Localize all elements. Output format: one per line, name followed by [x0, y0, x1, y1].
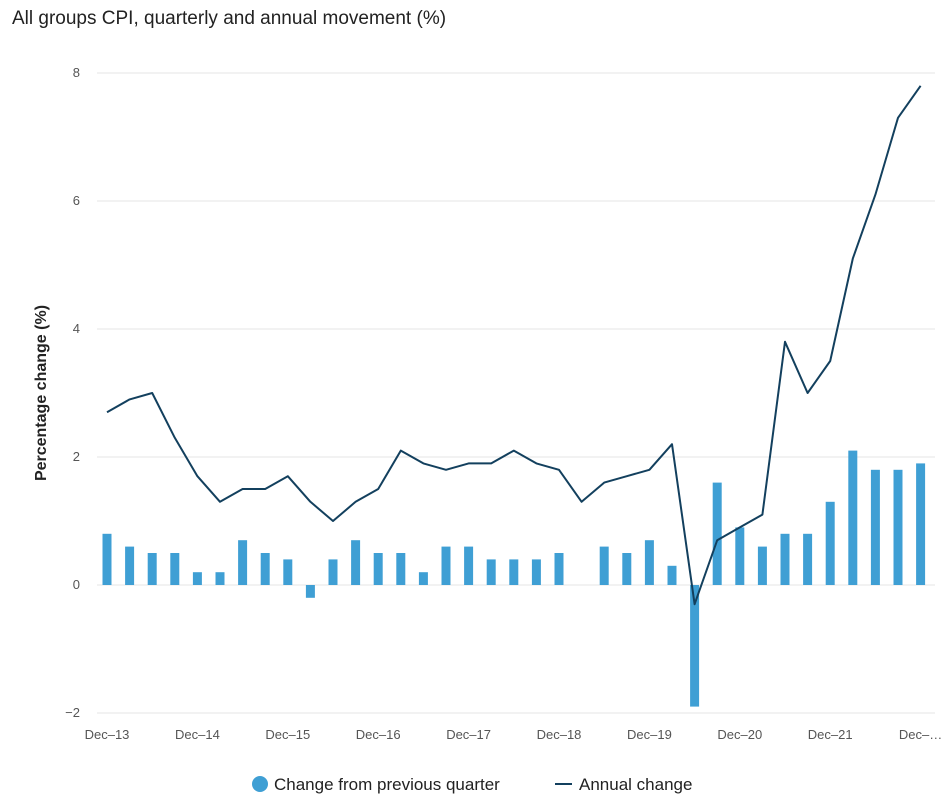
bar-series	[102, 450, 926, 707]
bar[interactable]	[283, 559, 293, 585]
bar[interactable]	[622, 553, 632, 585]
bar[interactable]	[712, 482, 722, 585]
legend-swatch-quarterly	[252, 776, 268, 792]
legend-label-quarterly: Change from previous quarter	[274, 775, 500, 794]
bar[interactable]	[192, 572, 202, 585]
series-line-annual[interactable]	[106, 85, 922, 606]
bar[interactable]	[509, 559, 519, 585]
bar[interactable]	[238, 540, 248, 585]
y-tick-label: −2	[65, 705, 80, 720]
y-axis-ticks: −2 0 2 4 6 8	[65, 65, 80, 720]
legend-item-annual[interactable]: Annual change	[555, 775, 692, 794]
bar[interactable]	[825, 501, 835, 585]
bar[interactable]	[690, 585, 700, 707]
bar[interactable]	[464, 546, 474, 585]
bar[interactable]	[418, 572, 428, 585]
x-tick-label: Dec–16	[356, 727, 401, 742]
x-axis-ticks: Dec–13 Dec–14 Dec–15 Dec–16 Dec–17 Dec–18 Dec–…	[85, 727, 943, 742]
legend-label-annual: Annual change	[579, 775, 692, 794]
bar[interactable]	[351, 540, 361, 585]
y-tick-label: 6	[73, 193, 80, 208]
bar[interactable]	[486, 559, 496, 585]
x-tick-label: Dec–20	[717, 727, 762, 742]
y-tick-label: 2	[73, 449, 80, 464]
bar[interactable]	[803, 533, 813, 585]
bar[interactable]	[780, 533, 790, 585]
x-tick-label: Dec–19	[627, 727, 672, 742]
grid-lines	[97, 72, 935, 714]
x-tick-label: Dec–18	[537, 727, 582, 742]
bar[interactable]	[735, 527, 745, 585]
bar[interactable]	[531, 559, 541, 585]
x-tick-label: Dec–15	[265, 727, 310, 742]
y-axis-label: Percentage change (%)	[33, 305, 50, 481]
x-tick-label: Dec–21	[808, 727, 853, 742]
bar[interactable]	[373, 553, 383, 585]
bar[interactable]	[102, 533, 112, 585]
legend-item-quarterly[interactable]: Change from previous quarter	[252, 775, 500, 794]
bar[interactable]	[260, 553, 270, 585]
x-tick-label: Dec–…	[899, 727, 942, 742]
bar[interactable]	[848, 450, 858, 585]
bar[interactable]	[147, 553, 157, 585]
y-tick-label: 8	[73, 65, 80, 80]
y-tick-label: 4	[73, 321, 80, 336]
bar[interactable]	[667, 565, 677, 585]
bar[interactable]	[441, 546, 451, 585]
x-tick-label: Dec–17	[446, 727, 491, 742]
bar[interactable]	[916, 463, 926, 585]
x-tick-label: Dec–14	[175, 727, 220, 742]
line-series	[106, 85, 922, 606]
bar[interactable]	[644, 540, 654, 585]
bar[interactable]	[893, 469, 903, 585]
bar[interactable]	[554, 553, 564, 585]
bar[interactable]	[215, 572, 225, 585]
bar[interactable]	[757, 546, 767, 585]
bar[interactable]	[305, 585, 315, 598]
bar[interactable]	[170, 553, 180, 585]
y-tick-label: 0	[73, 577, 80, 592]
bar[interactable]	[328, 559, 338, 585]
bar[interactable]	[870, 469, 880, 585]
chart-title: All groups CPI, quarterly and annual mov…	[12, 8, 447, 29]
legend[interactable]: Change from previous quarter Annual chan…	[252, 775, 692, 794]
bar[interactable]	[125, 546, 135, 585]
x-tick-label: Dec–13	[85, 727, 130, 742]
bar[interactable]	[599, 546, 609, 585]
bar[interactable]	[396, 553, 406, 585]
